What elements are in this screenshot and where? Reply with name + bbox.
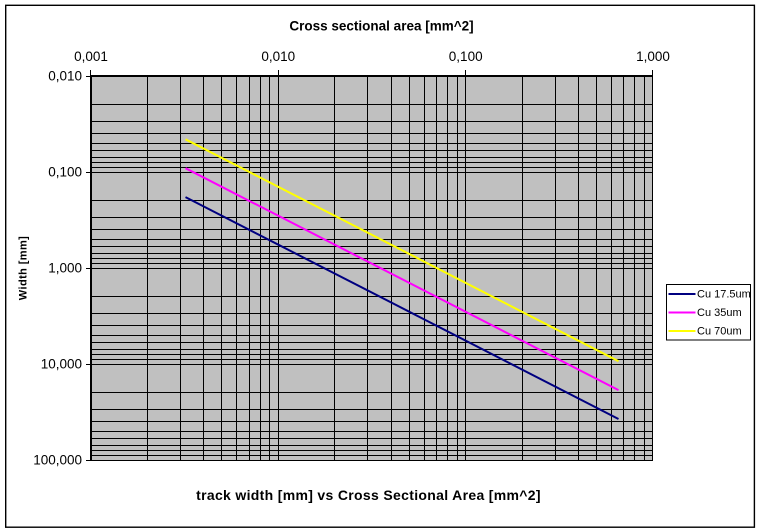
svg-text:0,010: 0,010 [48,69,82,84]
svg-text:Cross sectional area [mm^2]: Cross sectional area [mm^2] [289,19,473,34]
svg-text:100,000: 100,000 [33,453,82,468]
svg-text:10,000: 10,000 [41,357,82,372]
svg-text:1,000: 1,000 [48,261,82,276]
svg-text:Cu 70um: Cu 70um [697,326,742,338]
svg-text:0,100: 0,100 [449,49,483,64]
svg-text:0,001: 0,001 [74,49,108,64]
svg-text:0,010: 0,010 [261,49,295,64]
svg-text:Cu 35um: Cu 35um [697,307,742,319]
svg-text:Cu 17.5um: Cu 17.5um [697,289,751,301]
svg-text:0,100: 0,100 [48,165,82,180]
svg-text:track width [mm] vs Cross Sect: track width [mm] vs Cross Sectional Area… [196,487,541,503]
svg-text:Width [mm]: Width [mm] [18,236,30,300]
svg-text:1,000: 1,000 [636,49,670,64]
